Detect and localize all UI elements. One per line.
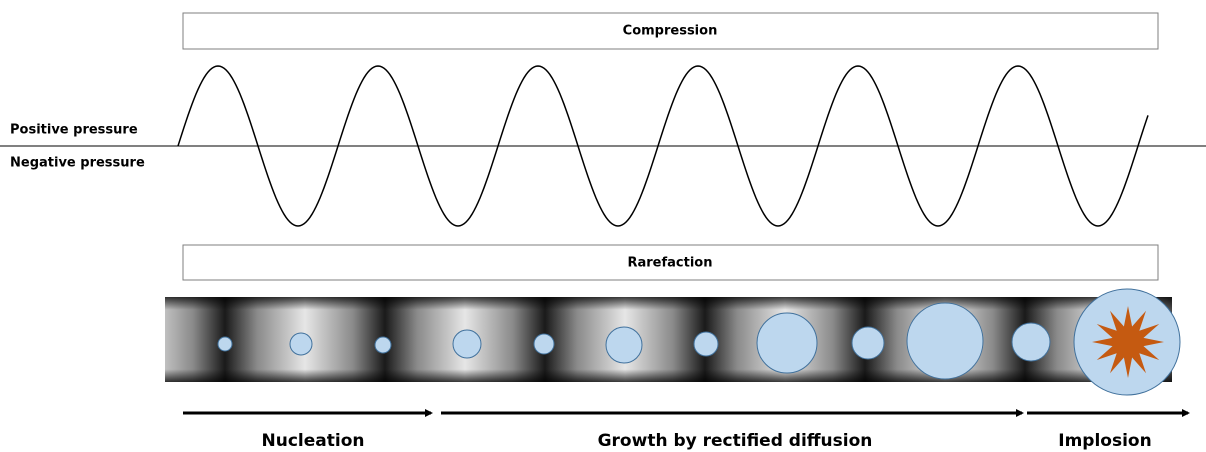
bubble <box>694 332 718 356</box>
positive-label: Positive pressure <box>10 123 138 138</box>
diagram: Compression Positive pressure Negative p… <box>0 0 1206 452</box>
bubble <box>1012 323 1050 361</box>
bubble <box>218 337 232 351</box>
bubble <box>907 303 983 379</box>
bubble <box>290 333 312 355</box>
negative-label: Negative pressure <box>10 156 145 171</box>
stage-label: Growth by rectified diffusion <box>598 431 873 451</box>
rarefaction-label: Rarefaction <box>627 256 712 271</box>
bubble <box>375 337 391 353</box>
bubble <box>453 330 481 358</box>
bubble <box>606 327 642 363</box>
bubble <box>757 313 817 373</box>
stage-label: Nucleation <box>262 431 365 451</box>
compression-label: Compression <box>623 24 718 39</box>
stage-label: Implosion <box>1058 431 1151 451</box>
bubble <box>852 327 884 359</box>
bubble <box>534 334 554 354</box>
